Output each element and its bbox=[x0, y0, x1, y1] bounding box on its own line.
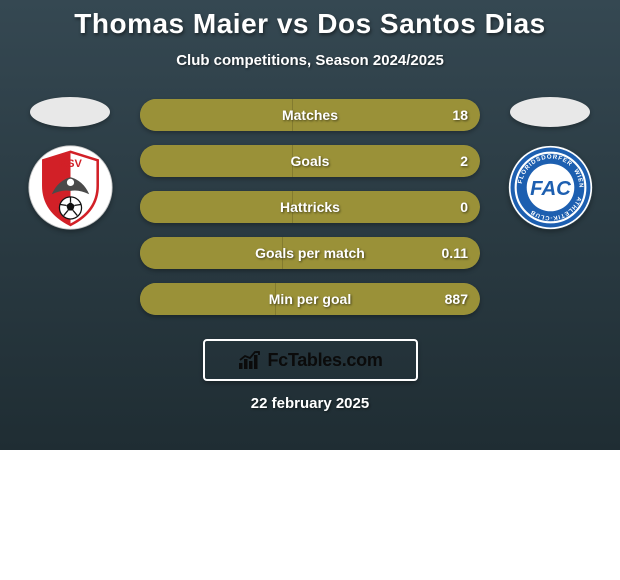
stat-row: Matches18 bbox=[140, 99, 480, 131]
stat-row: Min per goal887 bbox=[140, 283, 480, 315]
stats-column: Matches18 Goals2 Hattricks0 Goals per match… bbox=[140, 99, 480, 315]
stat-value-right: 0 bbox=[460, 191, 468, 223]
stat-label: Min per goal bbox=[140, 283, 480, 315]
brand-badge[interactable]: FcTables.com bbox=[203, 339, 418, 381]
stat-label: Goals bbox=[140, 145, 480, 177]
player-left-crest: KSV bbox=[28, 145, 113, 230]
brand-text: FcTables.com bbox=[267, 350, 382, 371]
stat-row: Goals per match0.11 bbox=[140, 237, 480, 269]
player-left-avatar bbox=[30, 97, 110, 127]
player-left-column: KSV bbox=[20, 97, 120, 230]
subtitle: Club competitions, Season 2024/2025 bbox=[0, 52, 620, 69]
main-row: KSV Matches18 Goals2 Hattricks0 Goals per m… bbox=[0, 97, 620, 315]
stat-value-right: 18 bbox=[452, 99, 468, 131]
svg-text:KSV: KSV bbox=[59, 158, 82, 170]
chart-icon bbox=[237, 349, 263, 371]
stat-label: Goals per match bbox=[140, 237, 480, 269]
player-right-crest: FLORIDSDORFER WIEN ATHLETIK-CLUB FAC bbox=[508, 145, 593, 230]
stat-label: Hattricks bbox=[140, 191, 480, 223]
player-right-column: FLORIDSDORFER WIEN ATHLETIK-CLUB FAC bbox=[500, 97, 600, 230]
stat-label: Matches bbox=[140, 99, 480, 131]
stat-value-right: 887 bbox=[445, 283, 468, 315]
footer-date: 22 february 2025 bbox=[0, 395, 620, 412]
comparison-card: Thomas Maier vs Dos Santos Dias Club com… bbox=[0, 0, 620, 450]
player-right-avatar bbox=[510, 97, 590, 127]
stat-row: Goals2 bbox=[140, 145, 480, 177]
stat-row: Hattricks0 bbox=[140, 191, 480, 223]
page-title: Thomas Maier vs Dos Santos Dias bbox=[0, 8, 620, 40]
svg-text:FAC: FAC bbox=[530, 178, 571, 200]
stat-value-right: 2 bbox=[460, 145, 468, 177]
stat-value-right: 0.11 bbox=[442, 237, 468, 269]
